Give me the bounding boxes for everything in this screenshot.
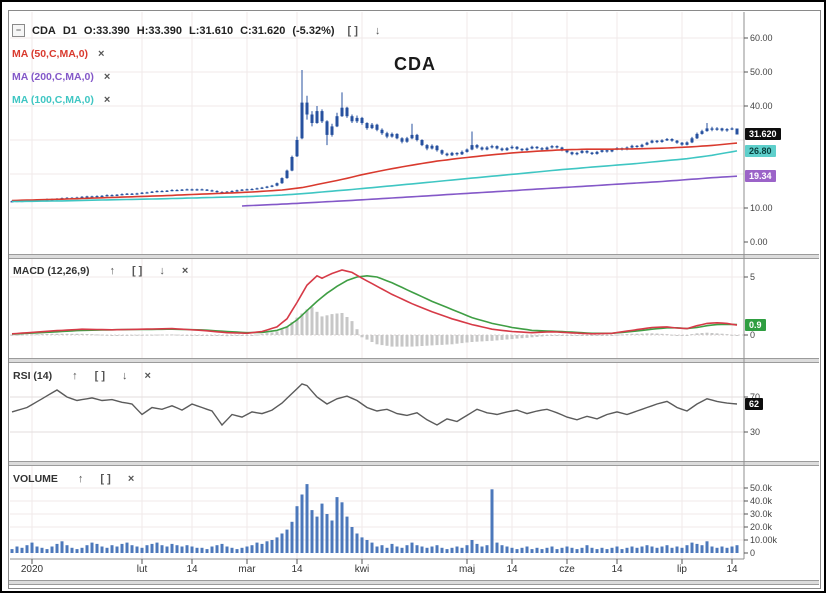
time-axis-label: cze bbox=[559, 564, 575, 575]
price-axis-label: 40.00 bbox=[750, 101, 773, 111]
interval-label: D1 bbox=[62, 24, 77, 37]
symbol-name: CDA bbox=[32, 24, 56, 37]
splitter-rsi-volume[interactable] bbox=[9, 461, 819, 466]
volume-axis-label: 50.0k bbox=[750, 483, 773, 493]
rsi-title: RSI (14) bbox=[13, 370, 53, 382]
ohlc-low: L:31.610 bbox=[189, 24, 234, 37]
ma-legend-label: MA (200,C,MA,0) bbox=[12, 71, 94, 83]
close-icon[interactable]: × bbox=[103, 71, 111, 83]
rsi-header: RSI (14) ↑ [ ] ↓ × bbox=[13, 370, 151, 382]
price-badge: 26.80 bbox=[745, 144, 776, 157]
macd-value-badge: 0.9 bbox=[745, 318, 766, 331]
macd-header: MACD (12,26,9) ↑ [ ] ↓ × bbox=[13, 265, 188, 277]
ma-legend-row: MA (100,C,MA,0) × bbox=[12, 94, 110, 106]
volume-header: VOLUME ↑ [ ] × bbox=[13, 473, 134, 485]
macd-axis-label: 0 bbox=[750, 330, 756, 340]
time-axis-label: 14 bbox=[186, 564, 198, 575]
volume-title: VOLUME bbox=[13, 473, 58, 485]
rsi-value-badge: 62 bbox=[745, 398, 764, 410]
close-icon[interactable]: × bbox=[181, 265, 189, 277]
arrow-down-icon[interactable]: ↓ bbox=[121, 370, 128, 382]
macd-title: MACD (12,26,9) bbox=[13, 265, 90, 277]
time-axis-label: 14 bbox=[291, 564, 303, 575]
price-panel[interactable] bbox=[9, 12, 819, 254]
price-badge: 31.620 bbox=[745, 128, 781, 141]
ohlc-open: O:33.390 bbox=[83, 24, 130, 37]
collapse-icon[interactable]: − bbox=[12, 24, 25, 37]
symbol-legend: − CDA D1 O:33.390 H:33.390 L:31.610 C:31… bbox=[12, 24, 380, 37]
arrow-up-icon[interactable]: ↑ bbox=[72, 370, 78, 382]
ohlc-high: H:33.390 bbox=[136, 24, 183, 37]
time-axis-label: 14 bbox=[611, 564, 623, 575]
time-axis-label: lut bbox=[136, 564, 148, 575]
macd-axis-label: 5 bbox=[750, 272, 756, 282]
time-axis-label: 14 bbox=[506, 564, 518, 575]
splitter-macd-rsi[interactable] bbox=[9, 358, 819, 363]
arrow-down-icon[interactable]: ↓ bbox=[374, 24, 381, 37]
time-axis-label: maj bbox=[458, 564, 476, 575]
ma-legend-label: MA (50,C,MA,0) bbox=[12, 48, 89, 60]
price-axis-label: 0.00 bbox=[750, 237, 768, 247]
volume-axis-label: 30.0k bbox=[750, 509, 773, 519]
chart-watermark: CDA bbox=[394, 54, 436, 74]
volume-panel[interactable] bbox=[9, 466, 819, 559]
arrow-up-icon[interactable]: ↑ bbox=[77, 473, 84, 485]
volume-axis-label: 0 bbox=[750, 548, 756, 558]
volume-axis-label: 20.0k bbox=[750, 522, 773, 532]
time-axis-label: mar bbox=[238, 564, 256, 575]
time-axis-label: lip bbox=[676, 564, 687, 575]
rsi-axis-label: 30 bbox=[750, 427, 761, 437]
splitter-price-macd[interactable] bbox=[9, 254, 819, 259]
fullscreen-icon[interactable]: [ ] bbox=[100, 473, 111, 485]
price-axis-label: 60.00 bbox=[750, 33, 773, 43]
close-icon[interactable]: × bbox=[98, 48, 105, 60]
close-icon[interactable]: × bbox=[144, 370, 151, 382]
ma-legend-label: MA (100,C,MA,0) bbox=[12, 94, 94, 106]
arrow-down-icon[interactable]: ↓ bbox=[159, 265, 165, 277]
price-axis-label: 10.00 bbox=[750, 203, 773, 213]
ma-legend-row: MA (50,C,MA,0) × bbox=[12, 48, 104, 60]
time-axis-label: 2020 bbox=[20, 564, 44, 575]
ma-legend-row: MA (200,C,MA,0) × bbox=[12, 71, 110, 83]
fullscreen-icon[interactable]: [ ] bbox=[131, 265, 143, 277]
price-axis-label: 50.00 bbox=[750, 67, 773, 77]
price-badge: 19.34 bbox=[745, 170, 776, 183]
time-axis-label: 14 bbox=[726, 564, 738, 575]
arrow-up-icon[interactable]: ↑ bbox=[109, 265, 115, 277]
ohlc-close: C:31.620 bbox=[240, 24, 286, 37]
change-percent: (-5.32%) bbox=[292, 24, 335, 37]
fullscreen-icon[interactable]: [ ] bbox=[347, 24, 358, 37]
rsi-axis-label: 70 bbox=[750, 392, 761, 402]
volume-axis-label: 10.00k bbox=[750, 535, 778, 545]
volume-axis-label: 40.0k bbox=[750, 496, 773, 506]
close-icon[interactable]: × bbox=[103, 94, 111, 106]
time-axis-label: kwi bbox=[354, 564, 370, 575]
close-icon[interactable]: × bbox=[127, 473, 135, 485]
splitter-bottom[interactable] bbox=[9, 580, 819, 585]
fullscreen-icon[interactable]: [ ] bbox=[94, 370, 105, 382]
